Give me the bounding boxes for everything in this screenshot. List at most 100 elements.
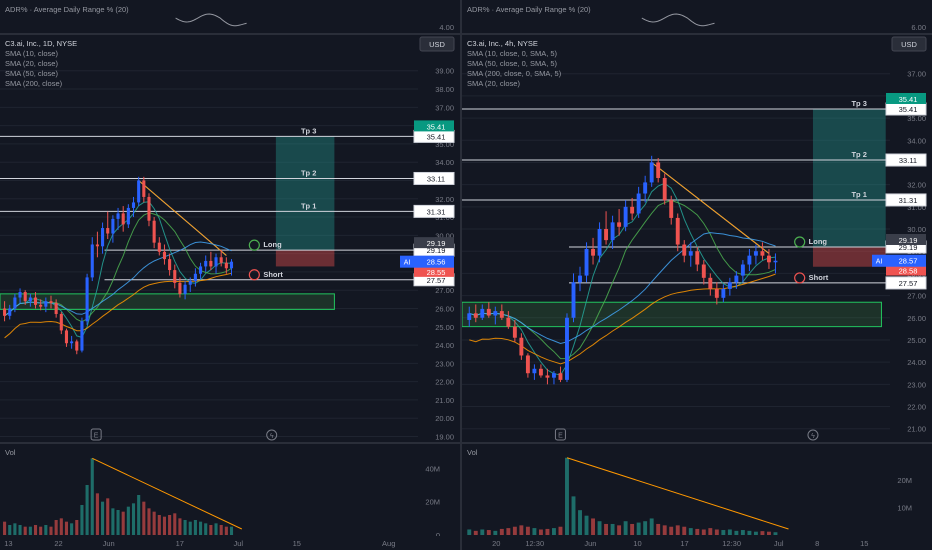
candle[interactable]	[162, 244, 167, 265]
candle[interactable]	[467, 306, 472, 327]
candle[interactable]	[740, 260, 745, 283]
candle[interactable]	[727, 277, 732, 296]
price-axis[interactable]	[890, 36, 932, 550]
candle[interactable]	[111, 215, 115, 243]
candle[interactable]	[224, 257, 228, 274]
candle[interactable]	[721, 284, 726, 303]
candle[interactable]	[538, 364, 543, 378]
candle[interactable]	[610, 215, 615, 249]
candle[interactable]	[219, 249, 223, 267]
candle[interactable]	[701, 260, 706, 285]
candle[interactable]	[643, 175, 648, 203]
candle[interactable]	[28, 293, 32, 307]
candle[interactable]	[597, 222, 602, 263]
candle[interactable]	[617, 209, 622, 236]
candle[interactable]	[766, 248, 771, 269]
candle[interactable]	[734, 271, 739, 289]
candle[interactable]	[773, 253, 778, 274]
candle[interactable]	[578, 266, 582, 292]
candle[interactable]	[85, 273, 89, 325]
dividend-icon[interactable]	[266, 429, 278, 441]
candle[interactable]	[708, 273, 713, 296]
ticker-badge[interactable]	[400, 255, 414, 268]
candle[interactable]	[682, 240, 687, 263]
candle[interactable]	[178, 277, 182, 298]
panel-divider[interactable]	[460, 0, 462, 550]
demand-zone[interactable]	[0, 293, 335, 310]
candle[interactable]	[106, 211, 110, 239]
chart-panel-left[interactable]: ADR% · Average Daily Range % (20) 4.00 Tp …	[0, 0, 460, 550]
volume-trendline[interactable]	[566, 457, 789, 530]
long-marker-icon[interactable]	[248, 239, 260, 251]
candle[interactable]	[70, 335, 74, 349]
candle[interactable]	[493, 306, 498, 325]
candle[interactable]	[669, 195, 674, 225]
candle[interactable]	[90, 237, 94, 282]
candle[interactable]	[675, 213, 680, 252]
candle[interactable]	[168, 253, 172, 276]
candle[interactable]	[39, 299, 43, 311]
short-marker-icon[interactable]	[248, 269, 260, 281]
time-axis[interactable]	[462, 536, 932, 550]
candle[interactable]	[199, 262, 203, 280]
candle[interactable]	[131, 196, 136, 218]
stop-zone[interactable]	[275, 250, 335, 267]
indicator-legend-item[interactable]: SMA (20, close)	[5, 59, 58, 68]
candle[interactable]	[532, 364, 537, 380]
indicator-legend-item[interactable]: SMA (20, close)	[467, 79, 520, 88]
candle[interactable]	[142, 176, 146, 203]
candle[interactable]	[473, 304, 478, 323]
candle[interactable]	[688, 242, 693, 267]
last-price-tag[interactable]	[414, 255, 454, 268]
candle[interactable]	[137, 176, 141, 207]
candle[interactable]	[695, 246, 700, 272]
candle[interactable]	[3, 301, 7, 322]
dividend-icon[interactable]	[807, 429, 819, 441]
candle[interactable]	[157, 237, 161, 256]
ticker-badge[interactable]	[872, 254, 886, 267]
candle[interactable]	[506, 311, 511, 329]
candle[interactable]	[486, 302, 491, 318]
candle[interactable]	[204, 255, 208, 272]
candle[interactable]	[116, 207, 120, 230]
candle[interactable]	[209, 251, 213, 271]
stop-zone[interactable]	[812, 246, 886, 267]
indicator-legend-item[interactable]: SMA (200, close, 0, SMA, 5)	[467, 69, 562, 78]
candle[interactable]	[558, 366, 563, 383]
indicator-legend-item[interactable]: SMA (10, close)	[5, 49, 58, 58]
candle[interactable]	[101, 222, 105, 254]
candle[interactable]	[714, 282, 719, 305]
candle[interactable]	[147, 193, 151, 227]
volume-trendline[interactable]	[92, 457, 243, 530]
currency-button[interactable]	[891, 36, 927, 52]
candle[interactable]	[183, 281, 187, 300]
currency-button[interactable]	[419, 36, 455, 52]
demand-zone[interactable]	[462, 301, 882, 328]
candle[interactable]	[80, 317, 84, 353]
candle[interactable]	[480, 304, 485, 320]
candle[interactable]	[13, 293, 17, 313]
candle[interactable]	[551, 371, 556, 385]
candle[interactable]	[18, 288, 22, 304]
candle[interactable]	[75, 339, 79, 355]
time-axis[interactable]	[0, 536, 460, 550]
candle[interactable]	[747, 248, 752, 272]
short-marker-icon[interactable]	[794, 272, 806, 284]
candle[interactable]	[152, 217, 156, 249]
candle[interactable]	[121, 206, 125, 232]
candle[interactable]	[173, 264, 177, 289]
candle[interactable]	[59, 312, 63, 335]
candle[interactable]	[44, 297, 48, 313]
indicator-legend-item[interactable]: SMA (200, close)	[5, 79, 63, 88]
candle[interactable]	[584, 242, 589, 283]
target-zone[interactable]	[812, 108, 886, 247]
candle[interactable]	[636, 186, 641, 218]
earnings-icon[interactable]	[554, 428, 566, 441]
candle[interactable]	[49, 295, 53, 309]
candle[interactable]	[760, 242, 765, 261]
candle[interactable]	[656, 158, 661, 183]
indicator-legend-item[interactable]: SMA (10, close, 0, SMA, 5)	[467, 49, 558, 58]
candle[interactable]	[188, 277, 192, 293]
candle[interactable]	[519, 333, 524, 360]
candle[interactable]	[630, 197, 635, 221]
